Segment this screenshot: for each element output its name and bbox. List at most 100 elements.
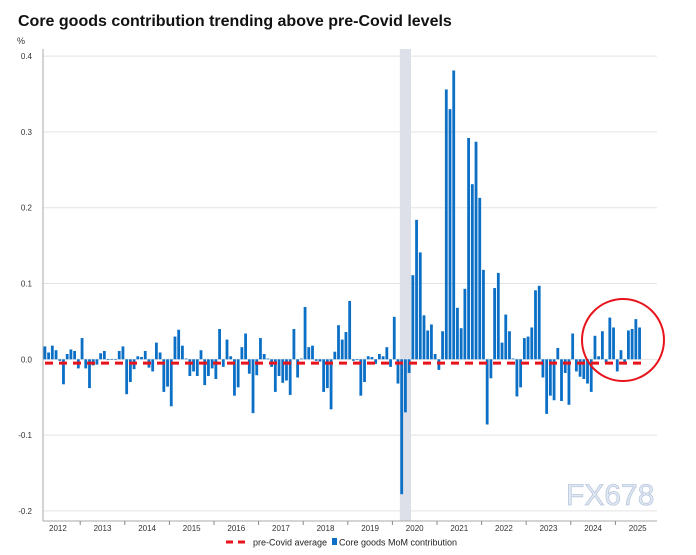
bar [236, 359, 240, 388]
bar [99, 353, 103, 360]
bar [615, 359, 619, 372]
bar [426, 330, 430, 360]
highlight-circle [581, 298, 665, 382]
bar [277, 359, 281, 376]
y-tick-labels: 0.4 0.3 0.2 0.1 0.0 -0.1 -0.2 [18, 52, 32, 516]
bar [281, 359, 285, 383]
bar [578, 359, 582, 377]
y-tick-label: 0.3 [21, 128, 33, 137]
bar [526, 336, 530, 360]
bar [374, 359, 378, 364]
bar [102, 350, 106, 360]
bar [634, 319, 638, 360]
bar [199, 350, 203, 360]
bar [389, 359, 392, 367]
bar [244, 333, 247, 360]
bar [563, 359, 567, 373]
bar [519, 359, 523, 388]
bar [266, 358, 270, 360]
bar [437, 359, 441, 370]
bar [638, 327, 641, 360]
bar [574, 359, 578, 372]
bar [296, 359, 300, 378]
y-tick-label: 0.2 [21, 204, 33, 213]
bar [392, 316, 396, 360]
bar [214, 359, 218, 380]
bar [504, 314, 508, 360]
bar [404, 359, 407, 413]
bar [69, 349, 73, 360]
y-axis-label: % [17, 36, 25, 46]
bar [337, 325, 340, 360]
x-tick-label: 2012 [49, 524, 67, 533]
bar [522, 338, 526, 360]
bar [188, 359, 192, 376]
bar [158, 352, 162, 360]
x-tick-label: 2023 [540, 524, 558, 533]
bar [73, 350, 77, 360]
bar [511, 358, 515, 360]
legend: pre-Covid average Core goods MoM contrib… [226, 538, 457, 548]
bar [125, 359, 129, 395]
watermark-logo: FX678 [566, 479, 654, 512]
x-tick-label: 2013 [94, 524, 112, 533]
bar [411, 275, 415, 360]
bar [355, 359, 359, 361]
bar [340, 339, 344, 360]
bar [612, 327, 615, 360]
x-tick-labels: 2012 2013 2014 2015 2016 2017 2018 2019 2020 2021… [49, 521, 647, 533]
y-tick-label: 0.0 [21, 355, 33, 364]
bar [106, 359, 110, 361]
x-tick-label: 2014 [138, 524, 156, 533]
bar [247, 359, 251, 374]
bar [600, 331, 604, 360]
x-tick-label: 2021 [450, 524, 468, 533]
bar [534, 290, 537, 360]
bar [619, 350, 623, 360]
bar [333, 351, 337, 360]
bar [422, 315, 426, 360]
bar [344, 332, 348, 360]
bar [259, 338, 262, 360]
bar [162, 359, 166, 392]
bar [586, 359, 589, 384]
bar [560, 359, 563, 401]
bar [627, 330, 630, 360]
bar [489, 359, 493, 379]
shaded-period [399, 49, 411, 521]
bar [396, 359, 400, 384]
bar [370, 357, 374, 360]
bar [95, 359, 99, 365]
y-tick-label: -0.1 [18, 431, 32, 440]
bar [195, 359, 199, 376]
bar [448, 109, 452, 360]
bar [537, 285, 541, 360]
bar [114, 359, 117, 360]
bar [292, 328, 296, 360]
bar [140, 357, 143, 360]
bar [203, 359, 207, 386]
bar [218, 328, 221, 360]
bar [299, 358, 303, 360]
bar [571, 333, 575, 360]
bar [415, 219, 418, 360]
bar [545, 359, 549, 414]
legend-label-core-goods: Core goods MoM contribution [339, 538, 457, 548]
bar [456, 307, 459, 360]
bar [530, 327, 534, 360]
bar [329, 359, 333, 410]
bar [348, 300, 352, 360]
bar [508, 331, 511, 360]
x-tick-label: 2024 [584, 524, 602, 533]
bar [444, 89, 448, 360]
bar [496, 272, 500, 360]
bar [548, 359, 552, 396]
bar [207, 359, 210, 376]
legend-swatch-core-goods [332, 538, 337, 545]
x-tick-label: 2016 [227, 524, 245, 533]
axes [42, 49, 657, 522]
bar [377, 353, 381, 360]
bar [121, 346, 125, 360]
bar [467, 137, 470, 360]
